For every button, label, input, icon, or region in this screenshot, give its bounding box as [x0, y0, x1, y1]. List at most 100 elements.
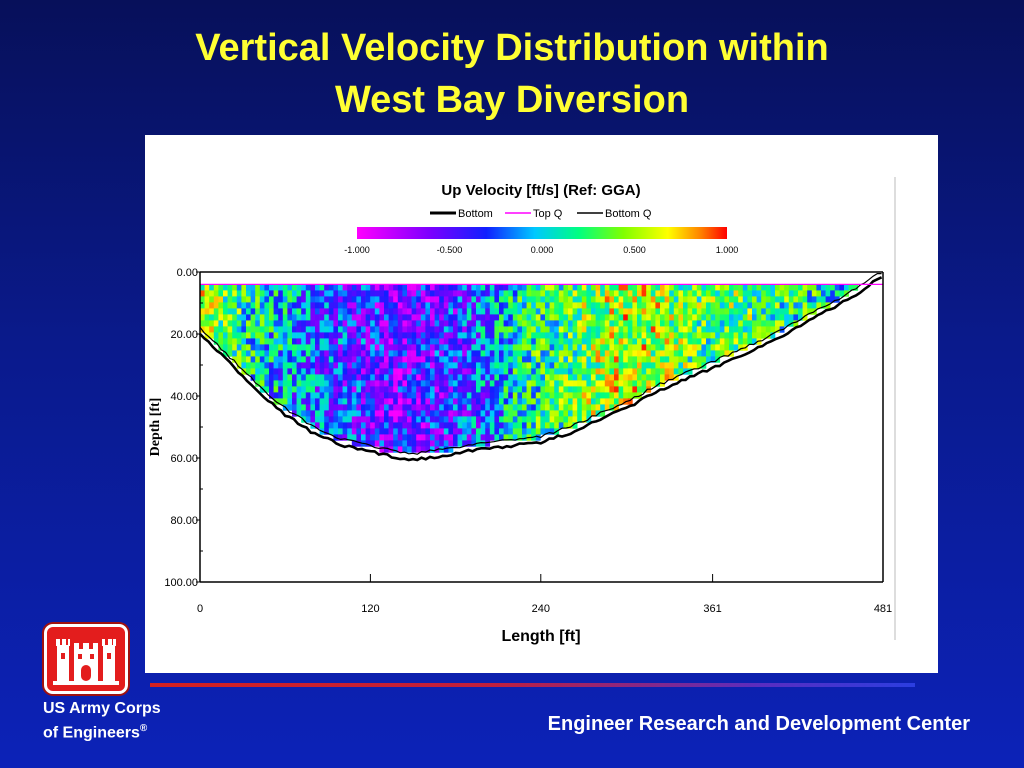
heatmap-cell [687, 344, 693, 351]
heatmap-cell [618, 380, 624, 387]
heatmap-cell [650, 356, 656, 363]
heatmap-cell [572, 416, 578, 423]
heatmap-cell [384, 410, 389, 417]
heatmap-cell [568, 392, 573, 399]
heatmap-cell [351, 398, 357, 405]
heatmap-cell [706, 326, 711, 333]
heatmap-cell [393, 296, 399, 303]
heatmap-cell [278, 380, 284, 387]
heatmap-cell [439, 356, 445, 363]
heatmap-cell [554, 422, 560, 429]
heatmap-cell [292, 338, 297, 345]
heatmap-cell [402, 308, 408, 315]
heatmap-cell [715, 308, 721, 315]
heatmap-cell [453, 440, 458, 447]
x-tick-label: 481 [874, 603, 892, 615]
heatmap-cell [259, 350, 265, 357]
heatmap-cell [351, 344, 357, 351]
heatmap-cell [273, 368, 279, 375]
heatmap-cell [581, 284, 587, 291]
heatmap-cell [669, 326, 675, 333]
heatmap-cell [411, 428, 417, 435]
heatmap-cell [618, 350, 624, 357]
heatmap-cell [351, 302, 357, 309]
heatmap-cell [462, 428, 468, 435]
heatmap-cell [425, 386, 431, 393]
heatmap-cell [526, 350, 532, 357]
heatmap-cell [719, 344, 725, 351]
heatmap-cell [614, 284, 619, 291]
heatmap-cell [807, 284, 813, 291]
heatmap-cell [425, 344, 431, 351]
heatmap-cell [434, 302, 440, 309]
heatmap-cell [448, 434, 454, 441]
heatmap-cell [715, 350, 721, 357]
heatmap-cell [420, 290, 426, 297]
heatmap-cell [338, 398, 343, 405]
heatmap-cell [351, 332, 357, 339]
heatmap-cell [439, 440, 445, 447]
heatmap-cell [664, 296, 670, 303]
heatmap-cell [374, 338, 380, 345]
heatmap-cell [687, 320, 693, 327]
heatmap-cell [678, 338, 684, 345]
heatmap-cell [434, 440, 440, 447]
heatmap-cell [448, 368, 454, 375]
heatmap-cell [655, 356, 661, 363]
heatmap-cell [623, 308, 629, 315]
heatmap-cell [526, 332, 532, 339]
heatmap-cell [545, 356, 550, 363]
heatmap-cell [365, 368, 371, 375]
heatmap-cell [535, 350, 541, 357]
heatmap-cell [402, 320, 408, 327]
heatmap-cell [678, 350, 684, 357]
heatmap-cell [568, 404, 573, 411]
heatmap-cell [430, 380, 435, 387]
heatmap-cell [522, 416, 527, 423]
heatmap-cell [568, 344, 573, 351]
heatmap-cell [655, 326, 661, 333]
heatmap-cell [305, 332, 311, 339]
heatmap-cell [485, 398, 491, 405]
heatmap-cell [531, 368, 537, 375]
heatmap-cell [476, 362, 481, 369]
heatmap-cell [540, 410, 546, 417]
heatmap-cell [503, 374, 509, 381]
heatmap-cell [430, 422, 435, 429]
heatmap-cell [558, 350, 564, 357]
heatmap-cell [388, 344, 394, 351]
heatmap-cell [494, 338, 500, 345]
heatmap-cell [296, 386, 302, 393]
heatmap-cell [388, 398, 394, 405]
heatmap-cell [255, 284, 261, 291]
heatmap-cell [775, 314, 780, 321]
y-axis-label: Depth [ft] [148, 398, 163, 457]
heatmap-cell [568, 284, 573, 291]
heatmap-cell [563, 380, 569, 387]
heatmap-cell [250, 314, 256, 321]
heatmap-cell [604, 320, 610, 327]
heatmap-cell [558, 410, 564, 417]
heatmap-cell [453, 362, 458, 369]
heatmap-cell [278, 290, 284, 297]
heatmap-cell [250, 356, 256, 363]
heatmap-cell [347, 320, 353, 327]
heatmap-cell [466, 410, 472, 417]
heatmap-cell [282, 350, 288, 357]
heatmap-cell [660, 290, 665, 297]
heatmap-cell [356, 332, 362, 339]
heatmap-cell [430, 398, 435, 405]
heatmap-cell [476, 314, 481, 321]
heatmap-cell [595, 338, 601, 345]
heatmap-cell [830, 284, 836, 291]
heatmap-cell [333, 398, 339, 405]
heatmap-cell [397, 374, 403, 381]
heatmap-cell [236, 284, 242, 291]
heatmap-cell [310, 296, 316, 303]
heatmap-cell [558, 332, 564, 339]
heatmap-cell [241, 284, 247, 291]
heatmap-cell [494, 308, 500, 315]
heatmap-cell [752, 290, 757, 297]
heatmap-cell [232, 308, 238, 315]
heatmap-cell [443, 302, 449, 309]
